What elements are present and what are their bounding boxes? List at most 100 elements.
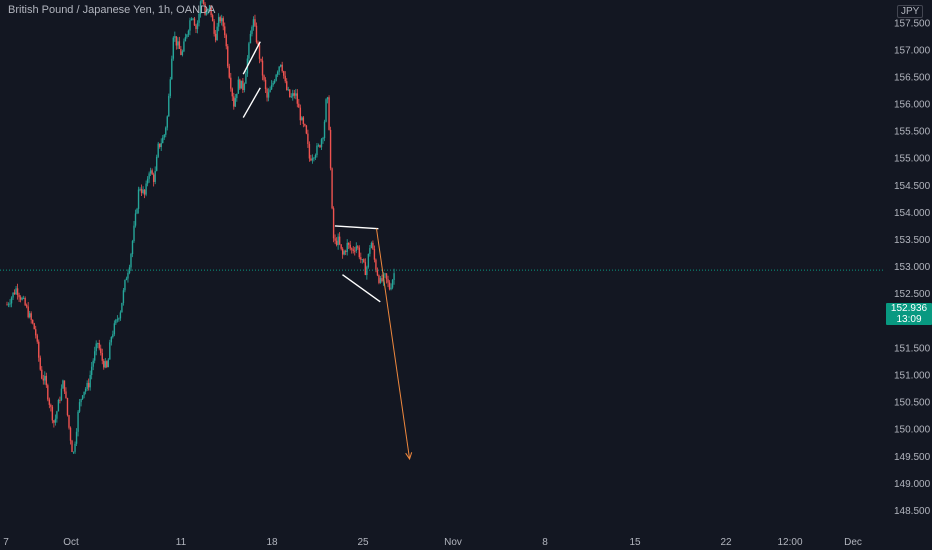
candle-body <box>146 178 149 184</box>
candle-body <box>260 58 262 61</box>
candle-body <box>278 66 280 72</box>
candle-body <box>322 137 324 140</box>
candle-body <box>32 319 34 324</box>
candle-body <box>364 262 367 276</box>
candle-body <box>335 240 338 246</box>
price-tick-label: 149.500 <box>894 452 931 463</box>
candle-body <box>370 242 373 249</box>
candle-body <box>282 71 285 76</box>
candle-body <box>231 88 233 97</box>
candle-body <box>16 288 19 295</box>
candle-body <box>24 297 26 306</box>
price-tick-label: 155.000 <box>894 154 931 165</box>
candle-body <box>269 89 271 93</box>
candle-body <box>6 304 8 306</box>
candle-body <box>10 297 13 304</box>
candle-body <box>106 361 108 368</box>
candle-body <box>155 156 158 171</box>
last-price-value: 152.936 <box>890 303 928 314</box>
candle-body <box>15 288 17 295</box>
price-tick-label: 151.500 <box>894 343 931 354</box>
candle-body <box>273 80 276 83</box>
candle-body <box>299 107 302 121</box>
candle-body <box>224 26 226 36</box>
candle-body <box>202 0 205 5</box>
price-tick-label: 157.500 <box>894 18 931 29</box>
time-axis[interactable]: 7 Oct 11 18 25 Nov 8 15 22 12:00 Dec <box>3 537 862 548</box>
candle-body <box>298 103 300 108</box>
candle-body <box>326 97 329 100</box>
candle-body <box>50 404 52 407</box>
time-tick-label: 8 <box>542 537 548 548</box>
candle-body <box>230 77 232 89</box>
candle-body <box>97 343 99 344</box>
candle-body <box>160 143 162 148</box>
candle-body <box>92 360 94 367</box>
candle-body <box>204 4 206 15</box>
candle-body <box>237 79 240 94</box>
candle-body <box>83 391 85 396</box>
candle-body <box>86 382 88 389</box>
candle-body <box>63 380 66 392</box>
candle-body <box>186 34 188 38</box>
candle-body <box>270 84 273 90</box>
candle-body <box>56 411 58 419</box>
price-tick-label: 148.500 <box>894 506 931 517</box>
candle-body <box>210 5 212 16</box>
bar-countdown: 13:09 <box>896 314 922 325</box>
candle-body <box>137 189 140 209</box>
candle-body <box>284 75 286 82</box>
time-tick-label: 7 <box>3 537 9 548</box>
price-tick-label: 154.500 <box>894 181 931 192</box>
candle-body <box>289 89 291 98</box>
candle-body <box>140 188 143 193</box>
candle-body <box>207 9 209 13</box>
price-tick-label: 154.000 <box>894 208 931 219</box>
candle-body <box>255 25 258 43</box>
candle-body <box>103 360 105 368</box>
candle-body <box>305 125 308 134</box>
candle-body <box>195 25 197 30</box>
candle-body <box>62 380 64 389</box>
time-tick-label: 25 <box>357 537 369 548</box>
candle-body <box>68 415 70 428</box>
candle-body <box>375 259 377 271</box>
candle-body <box>38 341 40 358</box>
trend-line <box>342 274 381 303</box>
candle-body <box>213 21 215 34</box>
price-tick-label: 152.500 <box>894 289 931 300</box>
candle-body <box>127 272 129 279</box>
candle-body <box>349 244 351 249</box>
price-tick-label: 156.000 <box>894 100 931 111</box>
candle-body <box>379 278 382 283</box>
candle-body <box>325 99 327 122</box>
drawings-group[interactable] <box>242 41 413 461</box>
candle-body <box>378 275 380 283</box>
candle-body <box>72 451 75 453</box>
candle-body <box>296 93 299 104</box>
candle-body <box>149 170 152 174</box>
candle-body <box>27 306 29 318</box>
price-tick-label: 151.000 <box>894 370 931 381</box>
candle-body <box>12 292 14 298</box>
candle-body <box>51 406 54 421</box>
candle-body <box>145 183 147 195</box>
candle-body <box>192 18 194 20</box>
candle-body <box>233 96 235 107</box>
candle-body <box>211 15 214 22</box>
candle-body <box>328 97 330 130</box>
candle-body <box>116 319 119 321</box>
candle-body <box>308 144 311 159</box>
candle-body <box>54 418 57 423</box>
candle-body <box>319 145 321 148</box>
symbol-title[interactable]: British Pound / Japanese Yen, 1h, OANDA <box>8 4 216 16</box>
candle-body <box>33 323 35 330</box>
channel-lower-line <box>242 87 261 118</box>
candle-body <box>115 319 117 324</box>
candle-body <box>251 27 253 34</box>
candle-body <box>133 225 135 242</box>
candle-body <box>93 351 96 361</box>
candle-body <box>163 134 165 138</box>
candle-body <box>208 5 211 10</box>
